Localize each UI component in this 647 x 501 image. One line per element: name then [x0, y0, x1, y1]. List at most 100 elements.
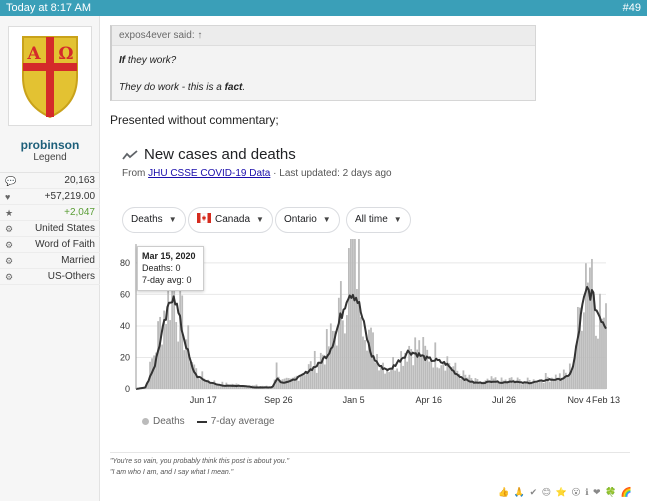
death-bar	[317, 361, 320, 389]
deaths-chart[interactable]: 0 20 40 60 80 Jun 17 Sep 26 Jan 5 Apr 16 Jul 26 N…	[110, 239, 624, 411]
death-bar	[528, 379, 531, 389]
death-bar	[366, 350, 368, 389]
death-bar	[488, 380, 491, 389]
death-bar	[205, 381, 208, 389]
tooltip-deaths: Deaths: 0	[142, 263, 181, 273]
death-bar	[552, 379, 555, 389]
caret-down-icon: ▼	[168, 215, 177, 224]
chart-title: New cases and deaths	[122, 146, 296, 163]
death-bar	[392, 356, 394, 389]
death-bar	[394, 370, 397, 389]
death-bar	[414, 337, 417, 389]
post-number-link[interactable]: #49	[622, 2, 641, 14]
death-bar	[301, 373, 304, 389]
death-bar	[595, 335, 597, 389]
country-dropdown[interactable]: Canada ▼	[188, 207, 273, 233]
death-bar	[476, 379, 479, 389]
legend-avg-label: 7-day average	[210, 416, 275, 427]
death-bar	[380, 366, 382, 389]
death-bar	[440, 365, 443, 389]
death-bar	[478, 382, 481, 389]
chart-source: From JHU CSSE COVID-19 Data · Last updat…	[122, 168, 392, 179]
death-bar	[510, 377, 513, 389]
quote-text: .	[242, 82, 246, 93]
death-bar	[576, 306, 579, 389]
death-bar	[299, 375, 302, 389]
y-tick-label: 60	[120, 289, 130, 299]
death-bar	[444, 370, 447, 389]
death-bar	[350, 239, 352, 389]
legend-avg-swatch	[196, 420, 207, 423]
death-bar	[354, 239, 356, 389]
time-range-dropdown[interactable]: All time ▼	[346, 207, 411, 233]
signature-line-2: "I am who I am, and I say what I mean."	[110, 469, 234, 476]
death-bar	[430, 358, 433, 389]
metric-dropdown[interactable]: Deaths ▼	[122, 207, 186, 233]
star-icon: ★	[5, 208, 14, 218]
x-axis-ticks: Jun 17 Sep 26 Jan 5 Apr 16 Jul 26 Nov 4 Feb 13	[190, 395, 620, 405]
death-bar	[446, 356, 449, 389]
death-bar	[428, 361, 431, 389]
death-bar	[177, 341, 180, 389]
username-link[interactable]: probinson	[20, 138, 80, 152]
death-bar	[329, 323, 332, 389]
death-bar	[364, 340, 366, 389]
death-bar	[492, 378, 495, 389]
death-bar	[147, 381, 149, 389]
death-bar	[360, 317, 362, 389]
death-bar	[442, 362, 445, 389]
death-bar	[466, 377, 469, 389]
y-tick-label: 20	[120, 352, 130, 362]
death-bar	[343, 333, 346, 389]
stat-faith: ⚙ Word of Faith	[0, 237, 100, 253]
death-bar	[352, 239, 354, 389]
source-link[interactable]: JHU CSSE COVID-19 Data	[148, 168, 271, 179]
trending-icon	[122, 149, 138, 160]
death-bar	[378, 370, 380, 389]
death-bar	[358, 239, 360, 389]
death-bar	[183, 350, 186, 389]
death-bar	[233, 384, 236, 389]
death-bar	[597, 338, 599, 389]
death-bar	[589, 267, 591, 389]
death-bar	[400, 351, 403, 389]
death-bar	[187, 325, 190, 389]
death-bar	[520, 384, 523, 389]
death-bar	[472, 380, 475, 389]
gear-icon: ⚙	[5, 224, 14, 234]
death-bar	[438, 368, 441, 389]
death-bar	[281, 379, 284, 389]
stat-value: +2,047	[64, 207, 95, 218]
chip-label: All time	[355, 214, 388, 225]
death-bar	[279, 379, 282, 389]
death-bar	[189, 362, 192, 389]
death-bar	[386, 368, 388, 389]
death-bar	[285, 377, 288, 389]
covid-chart-card: New cases and deaths From JHU CSSE COVID…	[110, 134, 624, 446]
quote-line-1: If they work?	[119, 55, 176, 66]
death-bar	[448, 363, 451, 389]
chart-legend: Deaths 7-day average	[142, 416, 275, 427]
death-bar	[504, 379, 507, 389]
death-bar	[345, 315, 348, 389]
death-bar	[558, 373, 561, 389]
death-bar	[211, 383, 214, 389]
death-bar	[333, 331, 336, 389]
chart-title-text: New cases and deaths	[144, 146, 296, 163]
user-signature: "You're so vain, you probably think this…	[110, 452, 630, 478]
stat-value: US-Others	[47, 271, 95, 282]
death-bar	[370, 327, 372, 389]
gear-icon: ⚙	[5, 240, 14, 250]
avatar[interactable]: A Ω	[8, 26, 92, 126]
quote-author-link[interactable]: expos4ever said: ↑	[112, 26, 535, 46]
death-bar	[470, 378, 473, 389]
death-bar	[406, 361, 409, 389]
death-bar	[572, 360, 575, 389]
x-tick-label: Jun 17	[190, 395, 217, 405]
post-date[interactable]: Today at 8:17 AM	[6, 2, 91, 14]
death-bar	[155, 352, 157, 389]
caret-down-icon: ▼	[322, 215, 331, 224]
region-dropdown[interactable]: Ontario ▼	[275, 207, 340, 233]
user-sidebar: A Ω probinson Legend 💬 20,163 ♥ +57,219.00…	[0, 16, 100, 501]
reaction-bar[interactable]: 👍 🙏 ✔ 😊 ⭐ 😮 ℹ ❤ 🍀 🌈	[498, 487, 633, 497]
